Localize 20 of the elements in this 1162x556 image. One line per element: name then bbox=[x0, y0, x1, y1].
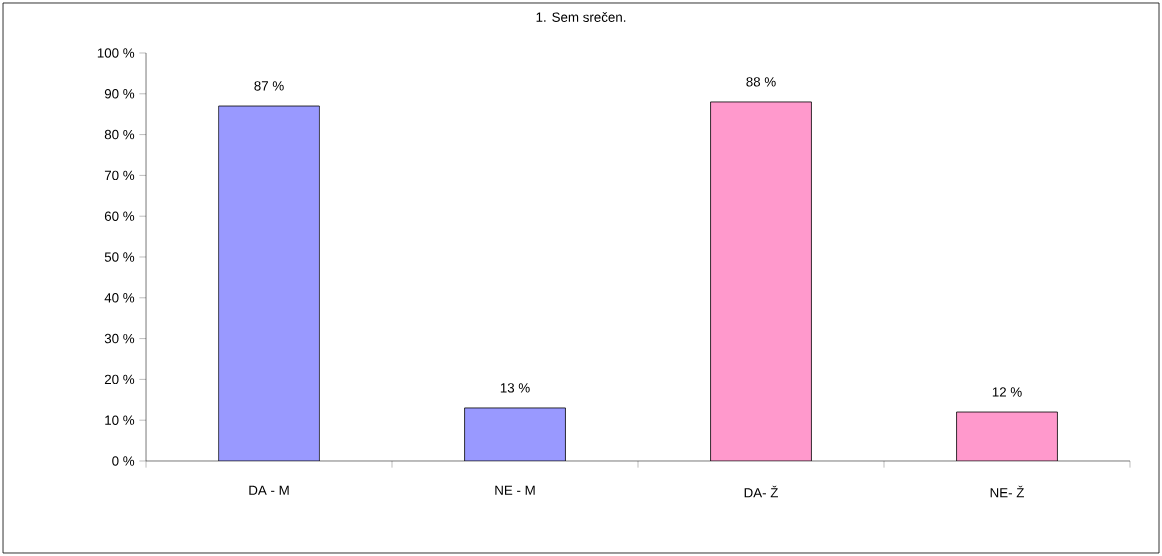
x-tick-label: DA - M bbox=[249, 485, 289, 495]
y-tick-label: 100 % bbox=[97, 48, 135, 58]
y-tick-label: 30 % bbox=[104, 333, 135, 344]
data-label: 87 % bbox=[254, 81, 284, 91]
y-tick-label: 80 % bbox=[104, 129, 135, 140]
x-tick-label: NE- Ž bbox=[990, 485, 1024, 498]
data-label: 88 % bbox=[746, 77, 776, 87]
y-tick-label: 50 % bbox=[104, 252, 135, 262]
y-tick-label: 10 % bbox=[105, 415, 135, 425]
y-tick-label: 60 % bbox=[104, 211, 135, 221]
chart-title: 1. Sem srečen. bbox=[536, 12, 626, 22]
data-label: 13 % bbox=[500, 383, 530, 393]
y-tick-label: 70 % bbox=[104, 170, 135, 181]
y-tick-label: 90 % bbox=[104, 89, 135, 99]
x-tick-label: NE - M bbox=[495, 485, 535, 495]
y-tick-label: 40 % bbox=[104, 293, 135, 303]
y-tick-label: 20 % bbox=[104, 374, 135, 385]
y-tick-label: 0 % bbox=[112, 456, 135, 466]
data-label: 12 % bbox=[992, 387, 1022, 397]
x-tick-label: DA- Ž bbox=[744, 485, 778, 498]
